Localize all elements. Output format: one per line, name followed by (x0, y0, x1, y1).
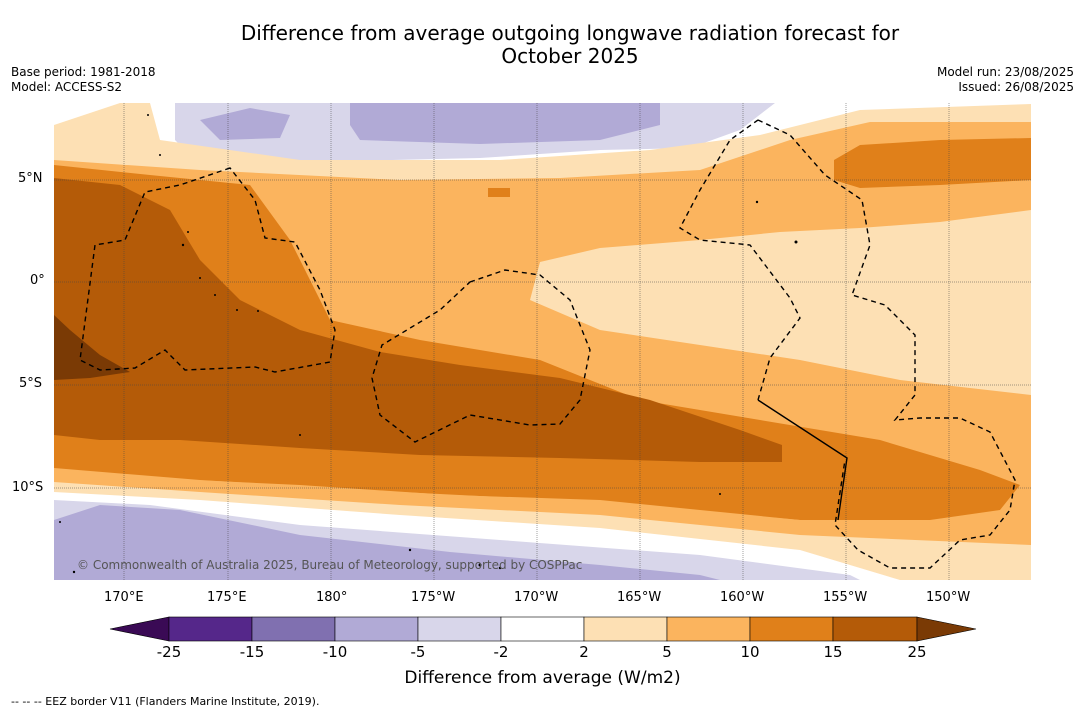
colorbar-label-n5: -5 (410, 643, 426, 661)
eez-border-phoenix (371, 269, 591, 443)
lon-label-155w: 155°W (823, 590, 868, 605)
colorbar-label-n25: -25 (156, 643, 182, 661)
colorbar (109, 616, 977, 642)
contour-darkest-brown (54, 315, 130, 380)
colorbar-swatch-n15-10 (251, 616, 336, 642)
lon-label-150w: 150°W (926, 590, 971, 605)
contour-bottom-purple (54, 505, 720, 580)
colorbar-label-n10: -10 (322, 643, 348, 661)
eez-footnote: -- -- -- EEZ border V11 (Flanders Marine… (11, 695, 320, 708)
colorbar-swatch-n5-2 (417, 616, 502, 642)
eez-border-line-islands-west (679, 119, 801, 401)
lon-label-175e: 175°E (207, 590, 247, 605)
colorbar-swatch-p5-10 (666, 616, 751, 642)
copyright-notice: © Commonwealth of Australia 2025, Bureau… (77, 558, 583, 572)
model-name: Model: ACCESS-S2 (11, 80, 123, 94)
graticule (54, 103, 1031, 580)
colorbar-swatch-n10-5 (334, 616, 419, 642)
eez-border-solid-segment (757, 399, 848, 521)
colorbar-label-p5: 5 (662, 643, 672, 661)
eez-borders (79, 119, 1016, 569)
colorbar-swatch-n2-2 (500, 616, 585, 642)
contour-dark-orange-patch (488, 188, 510, 197)
contour-dark-orange-northeast (834, 138, 1031, 188)
title-line-1: Difference from average outgoing longwav… (240, 21, 900, 45)
eez-border-kiribati-gilbert (79, 167, 336, 373)
model-run: Model run: 23/08/2025 (936, 65, 1074, 79)
lon-label-160w: 160°W (720, 590, 765, 605)
colorbar-swatch-p15-25 (832, 616, 918, 642)
meta-right: Model run: 23/08/2025 Issued: 26/08/2025 (937, 65, 1074, 95)
lon-label-180: 180° (316, 590, 348, 605)
title-line-2: October 2025 (501, 44, 639, 68)
eez-border-line-islands (757, 119, 1016, 569)
colorbar-label-n15: -15 (239, 643, 265, 661)
colorbar-label-n2: -2 (493, 643, 509, 661)
lat-label-5s: 5°S (19, 376, 43, 391)
colorbar-label-p2: 2 (579, 643, 589, 661)
colorbar-extend-low (109, 616, 170, 642)
map-plot-area (54, 103, 1031, 580)
map-title: Difference from average outgoing longwav… (0, 22, 1085, 68)
islands (59, 114, 798, 574)
colorbar-swatch-n25-15 (168, 616, 253, 642)
lon-label-170e: 170°E (104, 590, 144, 605)
colorbar-extend-high (916, 616, 977, 642)
colorbar-label-p15: 15 (823, 643, 843, 661)
lat-label-10s: 10°S (12, 480, 44, 495)
colorbar-title: Difference from average (W/m2) (404, 668, 681, 688)
colorbar-swatch-p2-5 (583, 616, 668, 642)
contour-top-purple (200, 103, 660, 144)
base-period: Base period: 1981-2018 (11, 65, 156, 79)
contour-brown (54, 178, 782, 462)
lon-label-165w: 165°W (617, 590, 662, 605)
lon-label-175w: 175°W (411, 590, 456, 605)
meta-left: Base period: 1981-2018 Model: ACCESS-S2 (11, 65, 156, 95)
colorbar-label-p25: 25 (907, 643, 927, 661)
issued-date: Issued: 26/08/2025 (958, 80, 1074, 94)
lat-label-0: 0° (30, 273, 45, 288)
lat-label-5n: 5°N (18, 171, 43, 186)
lon-label-170w: 170°W (514, 590, 559, 605)
colorbar-label-p10: 10 (740, 643, 760, 661)
colorbar-swatch-p10-15 (749, 616, 834, 642)
